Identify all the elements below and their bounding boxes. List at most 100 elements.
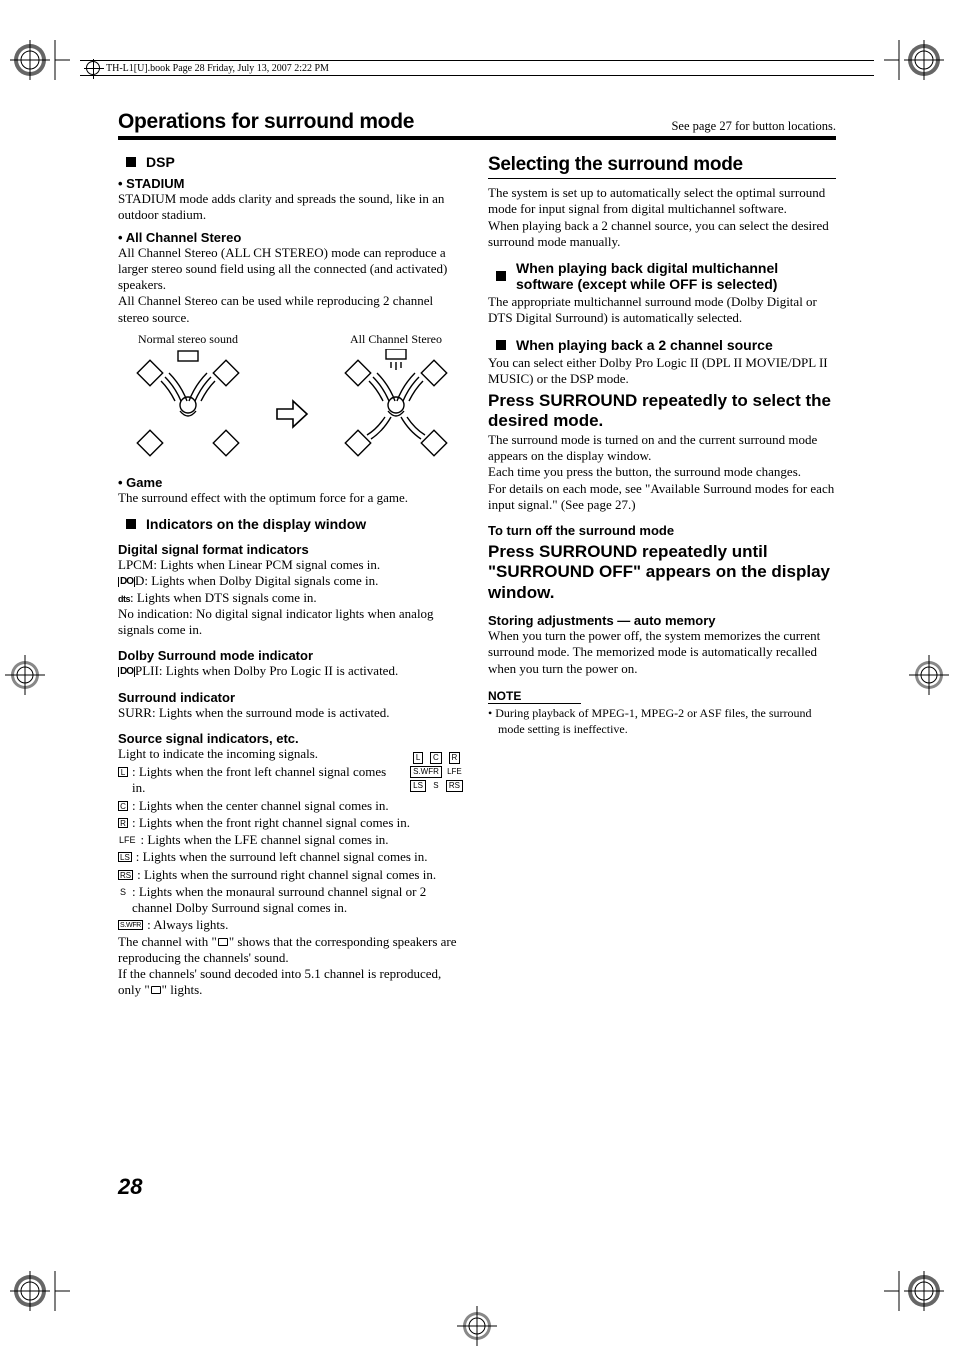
- heading-dsp-label: DSP: [146, 154, 175, 170]
- stereo-allch: All Channel Stereo: [326, 332, 466, 467]
- stereo-diagram: Normal stereo sound: [118, 332, 466, 467]
- tag-C-icon: C: [118, 801, 128, 811]
- tag-L-icon: L: [118, 767, 128, 777]
- arrow-right-icon: [275, 399, 309, 429]
- tag-SWFR-icon: S.WFR: [118, 920, 143, 930]
- heading-surr: Surround indicator: [118, 690, 466, 705]
- grid-L: L: [413, 752, 423, 764]
- p-store: When you turn the power off, the system …: [488, 628, 836, 677]
- heading-indicators: Indicators on the display window: [118, 516, 466, 532]
- tag-RS-icon: RS: [118, 870, 133, 880]
- dolby-icon: DO: [118, 577, 135, 587]
- heading-dsp: DSP: [118, 154, 466, 170]
- tag-LS-icon: LS: [118, 852, 132, 862]
- crop-mark-tr: [884, 30, 944, 90]
- square-glyph-icon: [218, 938, 228, 946]
- heading-2ch-label: When playing back a 2 channel source: [516, 337, 773, 353]
- ind-SWFR: S.WFR: Always lights.: [118, 917, 466, 933]
- crop-mark-ml: [0, 650, 50, 700]
- heading-stadium: STADIUM: [118, 176, 466, 191]
- square-glyph-icon: [151, 986, 161, 994]
- right-column: Selecting the surround mode The system i…: [488, 154, 836, 999]
- stereo-allch-label: All Channel Stereo: [326, 332, 466, 347]
- section-title: Selecting the surround mode: [488, 154, 836, 179]
- heading-allch: All Channel Stereo: [118, 230, 466, 245]
- grid-R: R: [449, 752, 461, 764]
- step1-p2: Each time you press the button, the surr…: [488, 464, 836, 480]
- tag-R-icon: R: [118, 818, 128, 828]
- crop-mark-br: [884, 1261, 944, 1321]
- digfmt-dts: dts: Lights when DTS signals come in.: [118, 590, 466, 606]
- grid-C: C: [430, 752, 442, 764]
- heading-game: Game: [118, 475, 466, 490]
- ind-L: L: Lights when the front left channel si…: [118, 764, 397, 797]
- heading-dsm: Dolby Surround mode indicator: [118, 648, 466, 663]
- p-multi: The appropriate multichannel surround mo…: [488, 294, 836, 327]
- stereo-normal-label: Normal stereo sound: [118, 332, 258, 347]
- heading-src: Source signal indicators, etc.: [118, 731, 466, 746]
- src-tail-2: If the channels' sound decoded into 5.1 …: [118, 966, 466, 999]
- ind-C: C: Lights when the center channel signal…: [118, 798, 466, 814]
- ind-R: R: Lights when the front right channel s…: [118, 815, 466, 831]
- stereo-arrow: [272, 369, 312, 429]
- tag-S-icon: S: [118, 887, 128, 897]
- digfmt-dolby: DOD: Lights when Dolby Digital signals c…: [118, 573, 466, 589]
- page-content: Operations for surround mode See page 27…: [118, 110, 836, 1200]
- heading-2ch: When playing back a 2 channel source: [488, 337, 836, 353]
- surr-line: SURR: Lights when the surround mode is a…: [118, 705, 466, 721]
- grid-S: S: [433, 781, 438, 790]
- heading-multi-label: When playing back digital multichannel s…: [516, 260, 836, 292]
- title-band: Operations for surround mode See page 27…: [118, 110, 836, 140]
- p-allch-1: All Channel Stereo (ALL CH STEREO) mode …: [118, 245, 466, 294]
- step-2: Press SURROUND repeatedly until "SURROUN…: [488, 542, 836, 603]
- square-bullet-icon: [496, 340, 506, 350]
- p-2ch: You can select either Dolby Pro Logic II…: [488, 355, 836, 388]
- src-tail-1: The channel with "" shows that the corre…: [118, 934, 466, 967]
- grid-RS: RS: [446, 780, 463, 792]
- square-bullet-icon: [126, 519, 136, 529]
- heading-digfmt: Digital signal format indicators: [118, 542, 466, 557]
- title-xref: See page 27 for button locations.: [671, 119, 836, 134]
- dsm-line: DOPLII: Lights when Dolby Pro Logic II i…: [118, 663, 466, 679]
- page-title: Operations for surround mode: [118, 110, 414, 134]
- heading-indicators-label: Indicators on the display window: [146, 516, 366, 532]
- dolby-icon: DO: [118, 667, 135, 677]
- stereo-normal: Normal stereo sound: [118, 332, 258, 467]
- ind-RS: RS: Lights when the surround right chann…: [118, 867, 466, 883]
- step1-p1: The surround mode is turned on and the c…: [488, 432, 836, 465]
- crop-mark-bl: [10, 1261, 70, 1321]
- stereo-normal-icon: [123, 349, 253, 467]
- crop-mark-mr: [904, 650, 954, 700]
- square-bullet-icon: [126, 157, 136, 167]
- crop-mark-mb: [452, 1301, 502, 1351]
- crop-mark-tl: [10, 30, 70, 90]
- digfmt-none: No indication: No digital signal indicat…: [118, 606, 466, 639]
- p-game: The surround effect with the optimum for…: [118, 490, 466, 506]
- grid-LFE: LFE: [447, 767, 462, 776]
- left-column: DSP STADIUM STADIUM mode adds clarity an…: [118, 154, 466, 999]
- print-header: TH-L1[U].book Page 28 Friday, July 13, 2…: [80, 60, 874, 76]
- digfmt-lpcm: LPCM: Lights when Linear PCM signal come…: [118, 557, 466, 573]
- note-list: During playback of MPEG-1, MPEG-2 or ASF…: [488, 706, 836, 737]
- tag-LFE-icon: LFE: [118, 835, 137, 845]
- note-item: During playback of MPEG-1, MPEG-2 or ASF…: [488, 706, 836, 737]
- src-indicator-grid: L C R S.WFR LFE LS S RS: [407, 750, 466, 794]
- heading-off: To turn off the surround mode: [488, 523, 836, 538]
- heading-multi: When playing back digital multichannel s…: [488, 260, 836, 292]
- step-1: Press SURROUND repeatedly to select the …: [488, 391, 836, 432]
- p-stadium: STADIUM mode adds clarity and spreads th…: [118, 191, 466, 224]
- print-header-text: TH-L1[U].book Page 28 Friday, July 13, 2…: [106, 63, 329, 74]
- ind-LFE: LFE: Lights when the LFE channel signal …: [118, 832, 466, 848]
- square-bullet-icon: [496, 271, 506, 281]
- grid-LS: LS: [410, 780, 426, 792]
- ind-S: S: Lights when the monaural surround cha…: [118, 884, 466, 917]
- dts-icon: dts: [118, 594, 130, 605]
- page-number: 28: [118, 1174, 142, 1200]
- ind-LS: LS: Lights when the surround left channe…: [118, 849, 466, 865]
- step1-p3: For details on each mode, see "Available…: [488, 481, 836, 514]
- grid-SWFR: S.WFR: [410, 766, 442, 778]
- stereo-allch-icon: [331, 349, 461, 467]
- p-allch-2: All Channel Stereo can be used while rep…: [118, 293, 466, 326]
- register-icon: [86, 61, 100, 75]
- r-intro-2: When playing back a 2 channel source, yo…: [488, 218, 836, 251]
